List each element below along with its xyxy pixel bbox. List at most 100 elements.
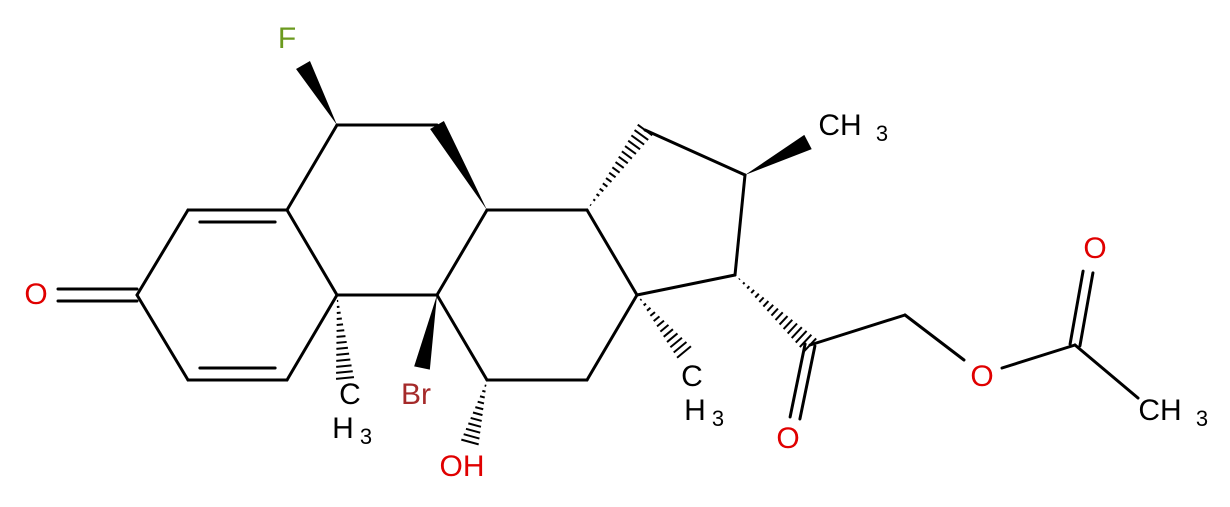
bond [608, 171, 617, 179]
bond [1000, 343, 1077, 370]
atom-label: F [278, 22, 296, 55]
bond [296, 61, 337, 125]
bond [336, 352, 350, 356]
bond [336, 358, 351, 362]
bond [627, 139, 641, 151]
bonds [56, 61, 1140, 446]
bond [336, 323, 344, 326]
bond [585, 293, 639, 382]
bond [461, 438, 479, 446]
atom-labels: F O Br OH C H 3 C H 3 CH 3 O O O CH 3 [24, 22, 1208, 483]
bond [774, 311, 784, 321]
bond [465, 427, 481, 434]
bond [336, 335, 346, 338]
bond [663, 328, 674, 338]
bond [285, 208, 339, 297]
bond [479, 395, 485, 399]
bond [599, 187, 604, 193]
bond [643, 128, 747, 177]
bond [635, 273, 737, 297]
atom-label: CH [818, 109, 861, 142]
bond [788, 342, 807, 419]
bond [782, 319, 794, 330]
atom-label: O [1083, 232, 1106, 265]
bond [336, 346, 348, 350]
bond [646, 307, 652, 312]
atom-label: H [332, 412, 354, 445]
bond [742, 281, 746, 285]
bond [639, 298, 643, 301]
bond [430, 120, 487, 210]
bond [754, 292, 760, 299]
bond [482, 389, 486, 393]
bond [285, 293, 339, 382]
atom-label: OH [440, 450, 485, 483]
bond [795, 330, 808, 344]
bond [135, 293, 190, 382]
bond [786, 322, 798, 335]
bond [435, 208, 489, 297]
bond [414, 295, 437, 370]
bond [738, 278, 741, 281]
bond [336, 340, 347, 344]
bond [746, 285, 751, 290]
bond [614, 161, 625, 169]
atom-label: CH [1138, 394, 1181, 427]
bond [656, 319, 665, 328]
bond [592, 198, 596, 202]
bond [602, 182, 608, 188]
bond [733, 173, 747, 277]
bond [758, 296, 765, 303]
bond [1068, 269, 1085, 346]
atom-label: C [339, 378, 361, 411]
bond [335, 376, 355, 380]
bond [472, 411, 483, 417]
bond [745, 134, 812, 175]
bond [621, 150, 633, 160]
bond [653, 315, 661, 322]
bond [659, 324, 670, 333]
atom-label: H [684, 394, 706, 427]
bond [669, 336, 683, 349]
bond [336, 370, 353, 374]
atom-label-subscript: 3 [1196, 406, 1208, 431]
bond [477, 400, 485, 405]
bond [605, 177, 613, 183]
bond [666, 332, 679, 343]
bond [285, 123, 339, 212]
bond [463, 433, 480, 440]
bond [676, 345, 692, 359]
bond [643, 302, 647, 307]
bond [135, 208, 190, 297]
bond [595, 193, 600, 197]
atom-label-subscript: 3 [360, 424, 372, 449]
bond [1078, 271, 1095, 348]
bond [903, 313, 966, 362]
bond [611, 166, 621, 174]
atom-label-subscript: 3 [712, 406, 724, 431]
bond [750, 289, 755, 294]
bond [633, 129, 649, 141]
bond [435, 293, 489, 382]
bond [624, 145, 637, 155]
bond [336, 329, 345, 332]
bond [618, 155, 629, 165]
bond [589, 203, 592, 207]
bond [808, 313, 907, 347]
atom-label: C [681, 360, 703, 393]
bond [1073, 343, 1140, 400]
bond [649, 311, 656, 317]
bond [770, 307, 779, 317]
bond [799, 334, 813, 348]
bond [790, 326, 803, 339]
bond [766, 304, 774, 312]
bond [798, 344, 817, 421]
atom-label: Br [401, 378, 431, 411]
bond [468, 422, 482, 428]
bond [585, 208, 639, 297]
atom-label: O [776, 422, 799, 455]
bond [630, 134, 645, 146]
bond [762, 300, 770, 308]
atom-label: O [970, 360, 993, 393]
